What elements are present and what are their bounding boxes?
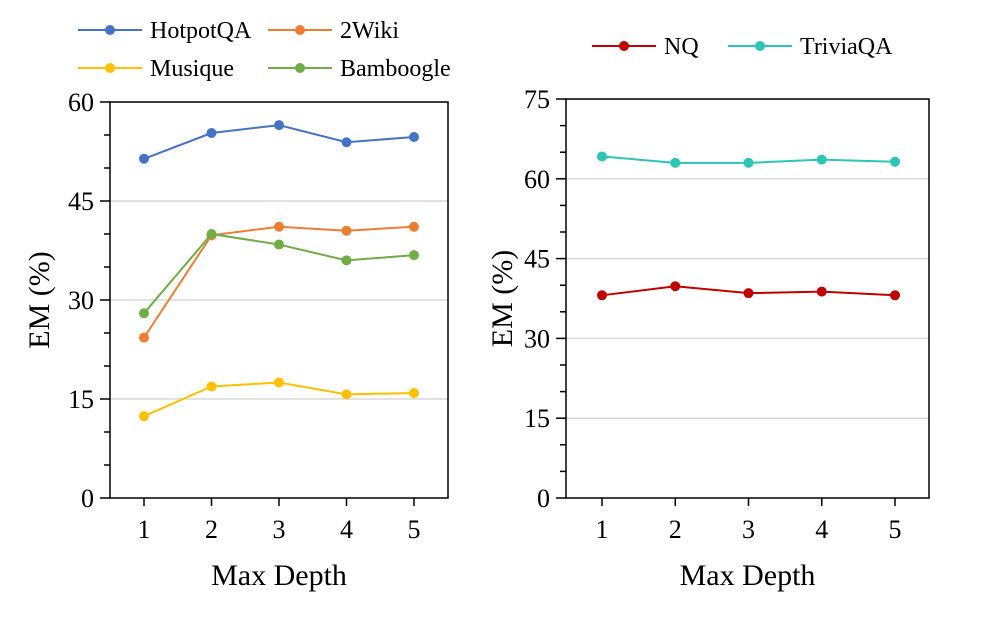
x-axis-title: Max Depth: [680, 559, 816, 592]
x-tick-label: 2: [669, 515, 682, 544]
data-point-hotpotqa: [409, 131, 419, 142]
data-point-musique: [409, 388, 419, 399]
x-tick-label: 4: [340, 515, 353, 544]
x-tick-label: 1: [596, 515, 609, 544]
data-point-2wiki: [139, 332, 149, 343]
x-tick-label: 1: [138, 515, 151, 544]
y-tick-label: 75: [524, 85, 550, 114]
y-tick-label: 15: [68, 385, 94, 414]
legend-marker: [619, 41, 629, 51]
legend-marker: [105, 63, 115, 73]
legend-marker: [295, 63, 305, 73]
data-point-2wiki: [274, 221, 284, 232]
x-tick-label: 4: [815, 515, 828, 544]
data-point-hotpotqa: [274, 120, 284, 131]
x-axis-title: Max Depth: [211, 559, 347, 592]
data-point-musique: [139, 411, 149, 422]
y-tick-label: 45: [524, 245, 550, 274]
legend-label: Bamboogle: [340, 56, 451, 82]
data-point-bamboogle: [206, 229, 217, 239]
legend-label: NQ: [664, 34, 699, 60]
y-tick-label: 30: [68, 286, 94, 315]
y-tick-label: 0: [537, 484, 550, 513]
data-point-nq: [670, 281, 681, 292]
data-point-musique: [274, 377, 284, 388]
data-point-hotpotqa: [341, 137, 352, 148]
x-tick-label: 2: [205, 515, 218, 544]
y-tick-label: 45: [68, 187, 94, 216]
data-point-musique: [341, 389, 352, 400]
data-point-triviaqa: [597, 151, 607, 162]
y-tick-label: 60: [524, 165, 550, 194]
legend-marker: [755, 41, 765, 51]
data-point-nq: [743, 288, 754, 299]
x-tick-label: 5: [889, 515, 902, 544]
data-point-bamboogle: [274, 239, 284, 250]
data-point-hotpotqa: [206, 128, 217, 139]
data-point-triviaqa: [890, 156, 900, 167]
x-tick-label: 3: [742, 515, 755, 544]
data-point-musique: [206, 381, 217, 392]
data-point-2wiki: [341, 225, 352, 236]
plot-frame: [565, 98, 930, 499]
data-point-nq: [890, 290, 900, 301]
data-point-bamboogle: [409, 250, 419, 261]
data-point-2wiki: [409, 221, 419, 232]
data-point-bamboogle: [341, 255, 352, 266]
data-point-triviaqa: [816, 154, 827, 165]
legend-label: Musique: [150, 56, 234, 82]
y-tick-label: 30: [524, 324, 550, 353]
y-tick-label: 15: [524, 404, 550, 433]
data-point-triviaqa: [670, 157, 681, 168]
series-line-hotpotqa: [143, 124, 415, 160]
y-axis-title: EM (%): [23, 251, 56, 348]
data-point-triviaqa: [743, 157, 754, 168]
plot-frame: [109, 101, 449, 499]
legend-label: HotpotQA: [150, 18, 252, 44]
data-point-bamboogle: [139, 308, 149, 319]
y-tick-label: 60: [68, 88, 94, 117]
x-tick-label: 5: [408, 515, 421, 544]
legend-label: TriviaQA: [800, 34, 893, 60]
data-point-hotpotqa: [139, 153, 149, 164]
legend-marker: [105, 25, 115, 35]
legend-label: 2Wiki: [340, 18, 399, 44]
y-tick-label: 0: [81, 484, 94, 513]
data-point-nq: [597, 290, 607, 301]
x-tick-label: 3: [273, 515, 286, 544]
data-point-nq: [816, 286, 827, 297]
y-axis-title: EM (%): [486, 250, 519, 347]
legend-marker: [295, 25, 305, 35]
